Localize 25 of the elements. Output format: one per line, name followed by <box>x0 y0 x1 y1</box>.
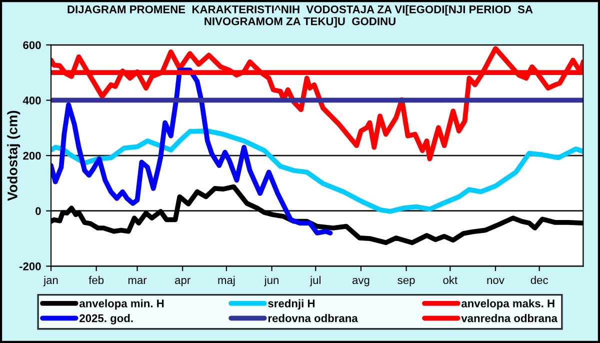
legend-label: vanredna odbrana <box>461 314 558 322</box>
x-tick-label: maj <box>218 276 235 286</box>
x-tick-label: nov <box>487 278 504 284</box>
chart-title: DIJAGRAM PROMENE KARAKTERISTI^NIH VODOSTAJA ZA VI[EGODI[NJI PERIOD SA NIVOGRAMOM ZA TEKU]U GODINU <box>68 5 533 28</box>
y-tick-label: 200 <box>23 152 41 160</box>
x-tick-label: jan <box>43 276 58 286</box>
x-tick-label: sep <box>398 278 415 286</box>
legend-label: anvelopa min. H <box>80 299 164 310</box>
x-tick-label: jul <box>310 276 320 286</box>
legend-label: redovna odbrana <box>268 314 358 322</box>
y-axis-title: Vodostaj (cm) <box>7 110 20 201</box>
y-tick-label: -200 <box>19 262 41 270</box>
x-tick-label: apr <box>175 278 190 286</box>
y-tick-label: 0 <box>36 207 41 215</box>
y-tick-label: 400 <box>22 96 41 104</box>
x-tick-label: dec <box>530 276 548 284</box>
legend-label: 2025. god. <box>80 314 133 324</box>
x-tick-label: avg <box>352 278 370 286</box>
x-tick-label: mar <box>128 278 147 284</box>
y-tick-label: 600 <box>23 41 41 50</box>
x-tick-label: feb <box>88 276 104 284</box>
x-tick-label: okt <box>443 276 458 284</box>
x-tick-label: jun <box>264 276 278 286</box>
legend-label: srednji H <box>268 299 315 310</box>
legend-label: anvelopa maks. H <box>462 299 554 310</box>
